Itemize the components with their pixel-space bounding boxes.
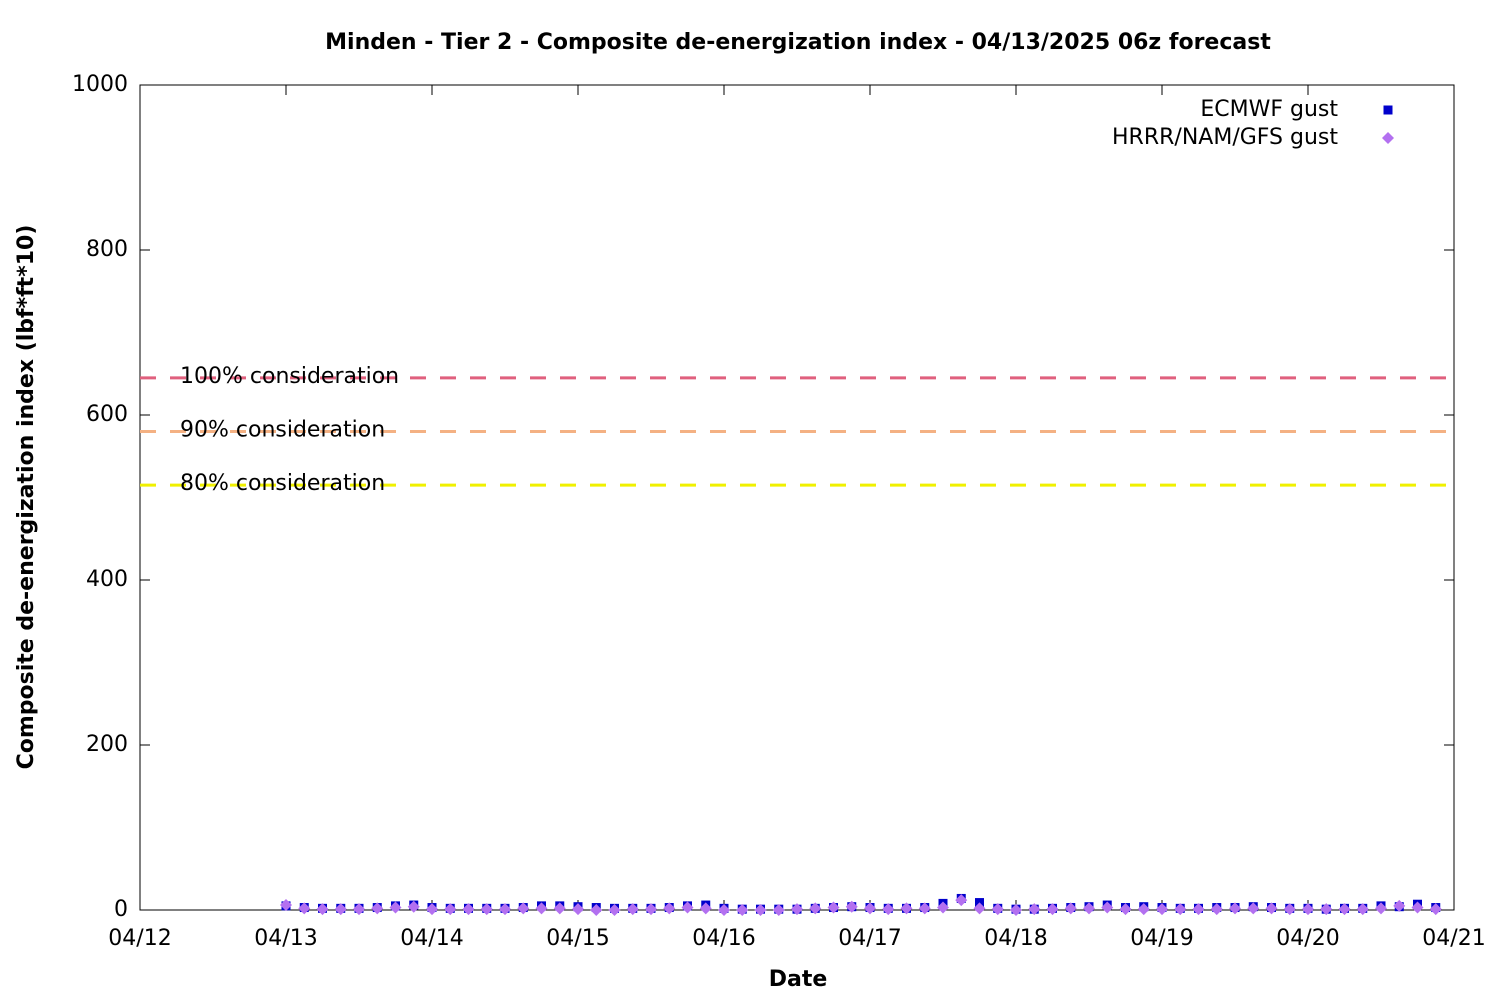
- data-point: [316, 903, 329, 916]
- data-point: [1247, 902, 1260, 915]
- data-point: [590, 904, 603, 916]
- data-point: [1210, 903, 1223, 916]
- data-point: [900, 902, 913, 915]
- data-point: [553, 902, 566, 915]
- data-point: [426, 903, 438, 916]
- data-point: [407, 900, 420, 913]
- plot-frame: [139, 84, 1455, 911]
- y-tick-label: 200: [86, 732, 128, 757]
- data-point: [298, 902, 311, 915]
- data-point: [845, 900, 858, 913]
- x-tick-label: 04/19: [1130, 926, 1193, 951]
- data-point: [736, 904, 749, 916]
- data-point: [1101, 901, 1114, 914]
- x-tick-label: 04/12: [108, 926, 171, 951]
- legend-label: ECMWF gust: [1200, 97, 1338, 122]
- x-axis-label: Date: [769, 967, 828, 992]
- data-point: [280, 899, 292, 912]
- data-point: [480, 903, 493, 916]
- data-point: [791, 903, 803, 916]
- data-point: [1283, 903, 1296, 916]
- data-point: [955, 894, 968, 907]
- x-tick-label: 04/21: [1422, 926, 1485, 951]
- data-point: [462, 903, 475, 916]
- legend-marker: [1383, 105, 1393, 115]
- threshold-label: 90% consideration: [180, 418, 385, 443]
- data-point: [1028, 903, 1041, 916]
- data-point: [882, 903, 895, 916]
- chart-title: Minden - Tier 2 - Composite de-energizat…: [325, 30, 1271, 55]
- y-tick-label: 0: [114, 897, 128, 922]
- data-point: [681, 901, 694, 914]
- data-point: [1119, 903, 1132, 916]
- data-point: [645, 903, 657, 916]
- data-point: [1156, 903, 1168, 916]
- y-axis-label: Composite de-energization index (lbf*ft*…: [14, 225, 39, 770]
- y-tick-label: 800: [86, 237, 128, 262]
- data-point: [334, 903, 347, 916]
- data-point: [937, 901, 949, 914]
- data-point: [1302, 903, 1314, 916]
- y-tick-label: 600: [86, 402, 128, 427]
- data-point: [371, 902, 384, 915]
- data-point: [1356, 903, 1369, 916]
- data-point: [1320, 903, 1333, 916]
- data-point: [973, 902, 986, 915]
- data-point: [499, 903, 511, 916]
- x-tick-label: 04/18: [984, 926, 1047, 951]
- x-tick-label: 04/20: [1276, 926, 1339, 951]
- data-point: [827, 901, 840, 914]
- data-point: [991, 903, 1004, 916]
- y-tick-label: 1000: [72, 72, 128, 97]
- data-point: [353, 903, 365, 916]
- data-point: [864, 902, 876, 915]
- threshold-label: 80% consideration: [180, 471, 385, 496]
- data-point: [1010, 904, 1022, 916]
- x-tick-label: 04/15: [546, 926, 609, 951]
- x-tick-label: 04/16: [692, 926, 755, 951]
- data-point: [1229, 902, 1241, 915]
- data-point: [699, 902, 712, 915]
- data-point: [608, 904, 621, 916]
- data-point: [1375, 902, 1387, 915]
- data-point: [809, 902, 822, 915]
- legend-marker: [1382, 132, 1394, 144]
- data-point: [663, 902, 676, 915]
- data-point: [535, 902, 548, 915]
- data-point: [754, 904, 767, 916]
- data-point: [1083, 902, 1095, 915]
- data-point: [1064, 902, 1077, 915]
- data-point: [1046, 903, 1059, 916]
- data-point: [572, 903, 584, 916]
- data-point: [444, 903, 457, 916]
- data-point: [1265, 902, 1278, 915]
- data-point: [517, 902, 530, 915]
- data-point: [1411, 901, 1424, 914]
- data-point: [918, 902, 931, 915]
- data-point: [1393, 899, 1406, 912]
- data-point: [1192, 903, 1205, 916]
- data-point: [772, 904, 785, 916]
- x-tick-label: 04/13: [254, 926, 317, 951]
- data-point: [626, 903, 639, 916]
- x-tick-label: 04/17: [838, 926, 901, 951]
- threshold-label: 100% consideration: [180, 364, 399, 389]
- y-tick-label: 400: [86, 567, 128, 592]
- data-point: [1338, 903, 1351, 916]
- data-point: [1137, 903, 1150, 916]
- data-point: [1429, 903, 1442, 916]
- x-tick-label: 04/14: [400, 926, 463, 951]
- data-point: [718, 904, 730, 916]
- data-point: [389, 901, 402, 914]
- legend-label: HRRR/NAM/GFS gust: [1112, 125, 1338, 150]
- data-point: [1174, 903, 1187, 916]
